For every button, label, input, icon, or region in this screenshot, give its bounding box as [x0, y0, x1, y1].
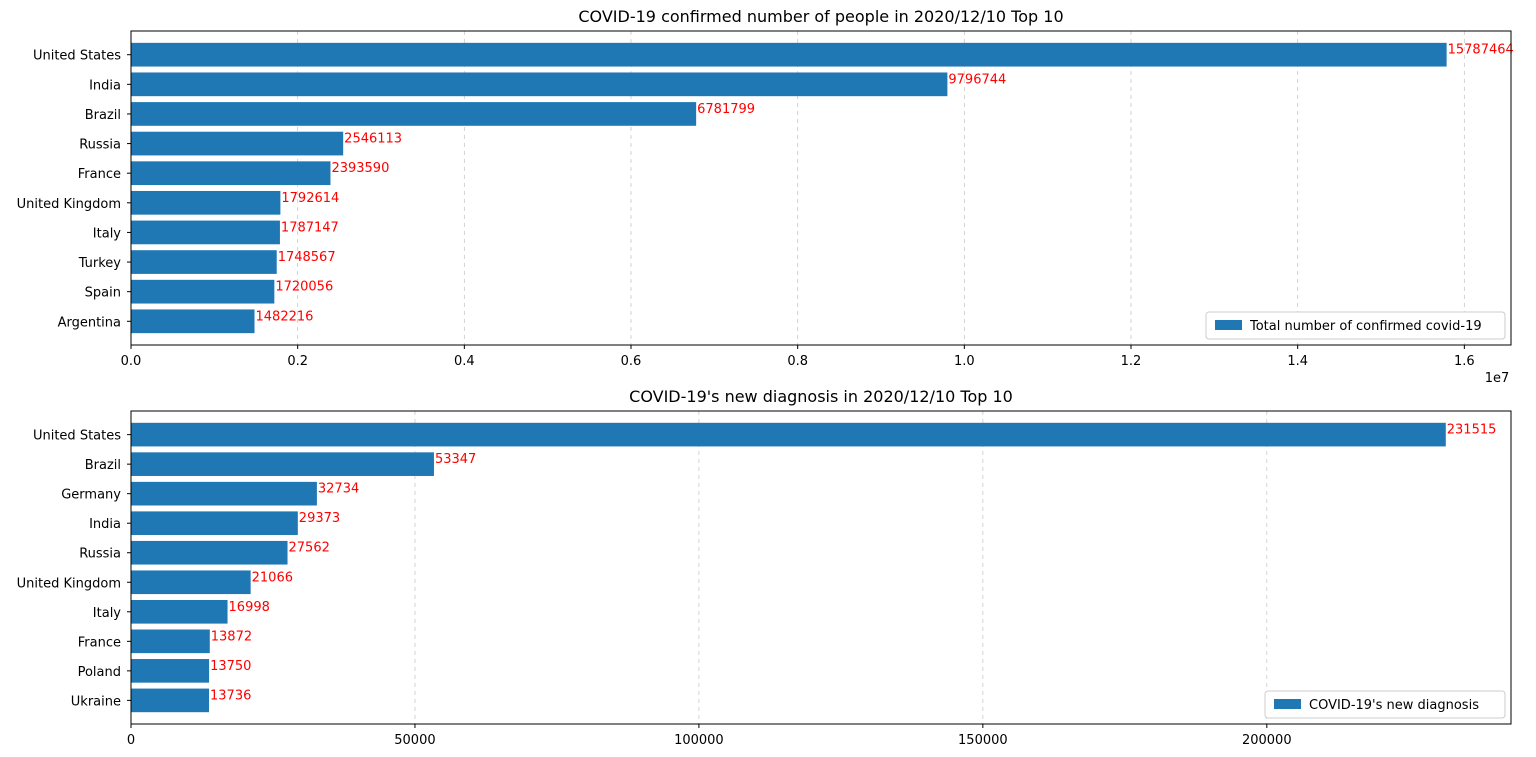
new-diagnosis-chart-panel: COVID-19's new diagnosis in 2020/12/10 T… [17, 387, 1512, 748]
value-label: 9796744 [948, 72, 1006, 87]
plot-frame [130, 410, 1512, 725]
value-label: 6781799 [697, 102, 755, 117]
y-tick-labels: United States India Brazil Russia France Unit… [17, 49, 131, 330]
value-label: 13736 [210, 688, 251, 703]
x-tick-label: 100000 [674, 733, 724, 748]
y-tick-label: France [78, 167, 121, 182]
x-tick-label: 0 [127, 733, 135, 748]
x-tick-label: 150000 [958, 733, 1008, 748]
value-label: 29373 [299, 511, 340, 526]
value-label: 15787464 [1448, 43, 1514, 58]
bar [131, 72, 948, 97]
value-label: 32734 [318, 482, 359, 497]
axis-offset-text: 1e7 [1485, 371, 1510, 386]
bar [131, 42, 1447, 67]
bar [131, 161, 331, 186]
bar [131, 659, 210, 683]
value-label: 1787147 [281, 220, 339, 235]
value-labels: 15787464 9796744 6781799 2546113 2393590 1792… [256, 43, 1514, 325]
value-label: 21066 [252, 570, 293, 585]
bar [131, 688, 210, 713]
x-tick-label: 0.2 [287, 354, 308, 369]
value-label: 13750 [210, 659, 251, 674]
legend-box [1205, 311, 1506, 340]
legend: COVID-19's new diagnosis [1264, 690, 1506, 719]
legend-label: COVID-19's new diagnosis [1309, 698, 1479, 713]
bar [131, 540, 288, 565]
bar [131, 279, 275, 304]
y-tick-label: Spain [85, 286, 121, 301]
bar [131, 481, 317, 506]
x-tick-label: 50000 [394, 733, 435, 748]
x-tick-labels: 0.0 0.2 0.4 0.6 0.8 1.0 1.2 1.4 1.6 [121, 345, 1475, 369]
bar [131, 629, 210, 654]
y-tick-label: United Kingdom [17, 576, 121, 591]
bar [131, 102, 697, 126]
bar [131, 599, 228, 624]
confirmed-chart-panel: COVID-19 confirmed number of people in 2… [17, 7, 1514, 386]
y-tick-label: Germany [61, 488, 121, 503]
value-label: 27562 [289, 541, 330, 556]
value-label: 2546113 [344, 132, 402, 147]
x-tick-labels: 0 50000 100000 150000 200000 [127, 724, 1292, 748]
x-tick-label: 1.0 [954, 354, 975, 369]
grid-lines [414, 411, 1268, 724]
value-labels: 231515 53347 32734 29373 27562 21066 16998 1387… [210, 423, 1496, 704]
value-label: 1792614 [281, 191, 339, 206]
bar [131, 422, 1446, 447]
bar [131, 452, 434, 476]
x-tick-label: 1.2 [1121, 354, 1142, 369]
chart-title: COVID-19's new diagnosis in 2020/12/10 T… [629, 387, 1013, 406]
x-tick-label: 0.4 [454, 354, 475, 369]
y-tick-label: Poland [78, 665, 121, 680]
bar [131, 131, 344, 156]
bar [131, 511, 298, 536]
y-tick-label: Italy [93, 606, 122, 621]
y-tick-label: Argentina [58, 315, 121, 330]
bar [131, 220, 280, 245]
value-label: 2393590 [331, 161, 389, 176]
value-label: 16998 [229, 600, 270, 615]
y-tick-label: Russia [79, 138, 121, 153]
bar [131, 250, 277, 274]
y-tick-labels: United States Brazil Germany India Russia Uni… [17, 429, 131, 709]
x-tick-label: 0.6 [621, 354, 642, 369]
x-tick-label: 1.6 [1454, 354, 1475, 369]
y-tick-label: United States [33, 429, 121, 444]
value-label: 13872 [211, 629, 252, 644]
legend-swatch [1215, 320, 1242, 330]
bars [131, 42, 1447, 334]
legend-box [1264, 690, 1506, 719]
y-tick-label: Italy [93, 226, 122, 241]
y-tick-label: Russia [79, 547, 121, 562]
bars [131, 422, 1446, 713]
y-tick-label: United Kingdom [17, 197, 121, 212]
x-tick-label: 1.4 [1287, 354, 1308, 369]
y-tick-label: Ukraine [71, 694, 121, 709]
y-tick-label: France [78, 635, 121, 650]
value-label: 1720056 [275, 280, 333, 295]
value-label: 231515 [1447, 423, 1497, 438]
x-tick-label: 0.0 [121, 354, 142, 369]
bar [131, 309, 255, 334]
legend-label: Total number of confirmed covid-19 [1249, 319, 1482, 334]
y-tick-label: Brazil [85, 458, 121, 473]
value-label: 53347 [435, 452, 476, 467]
value-label: 1482216 [256, 309, 314, 324]
legend-swatch [1274, 699, 1301, 709]
x-tick-label: 200000 [1242, 733, 1292, 748]
x-tick-label: 0.8 [787, 354, 808, 369]
y-tick-label: Brazil [85, 108, 121, 123]
bar [131, 190, 281, 215]
y-tick-label: India [89, 78, 121, 93]
y-tick-label: Turkey [78, 256, 122, 271]
plot-frame [130, 30, 1512, 346]
y-tick-label: United States [33, 49, 121, 64]
y-tick-label: India [89, 517, 121, 532]
legend: Total number of confirmed covid-19 [1205, 311, 1506, 340]
chart-title: COVID-19 confirmed number of people in 2… [578, 7, 1063, 26]
value-label: 1748567 [278, 250, 336, 265]
bar [131, 570, 251, 595]
